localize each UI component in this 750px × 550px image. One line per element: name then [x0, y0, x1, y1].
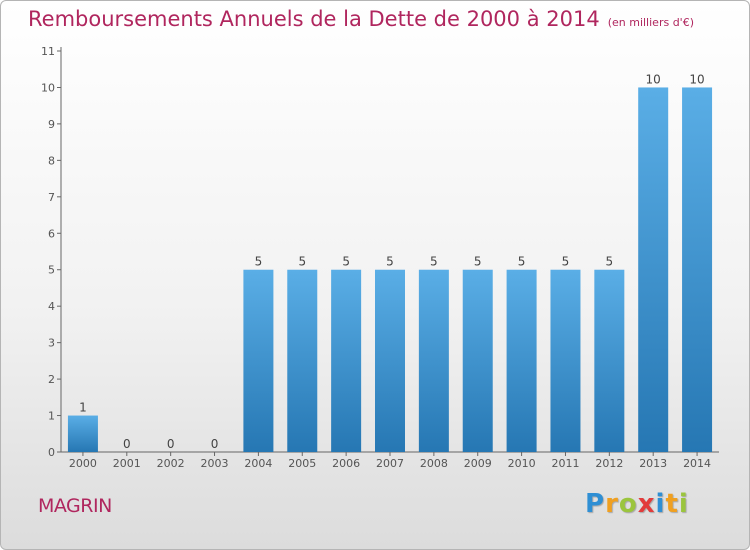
x-tick-label: 2008: [420, 457, 448, 470]
y-tick-label: 6: [48, 227, 55, 240]
bar: [331, 269, 362, 452]
data-label: 0: [123, 437, 131, 451]
data-label: 5: [562, 255, 570, 269]
logo-letter: r: [605, 489, 619, 519]
bar: [462, 269, 493, 452]
bar: [682, 87, 713, 453]
logo-letter: i: [655, 489, 666, 519]
x-tick-label: 2000: [69, 457, 97, 470]
x-tick-label: 2005: [288, 457, 316, 470]
y-tick-label: 5: [48, 264, 55, 277]
logo-letter: P: [585, 489, 606, 519]
bar: [375, 269, 405, 452]
bar: [67, 415, 98, 452]
data-label: 5: [518, 255, 526, 269]
bar: [506, 269, 537, 452]
x-tick-label: 2009: [464, 457, 492, 470]
logo-letter: x: [637, 489, 656, 519]
y-tick-label: 8: [48, 154, 55, 167]
proxiti-logo[interactable]: Proxiti: [585, 489, 689, 519]
logo-letter: i: [678, 489, 689, 519]
data-label: 10: [689, 72, 704, 86]
bar: [418, 269, 449, 452]
y-tick-label: 11: [41, 45, 55, 58]
data-label: 5: [298, 255, 306, 269]
data-label: 1: [79, 401, 87, 415]
bar: [594, 269, 625, 452]
y-tick-label: 10: [41, 81, 55, 94]
data-label: 5: [430, 255, 438, 269]
y-tick-label: 3: [48, 337, 55, 350]
x-tick-label: 2011: [551, 457, 579, 470]
x-tick-label: 2012: [595, 457, 623, 470]
x-tick-label: 2013: [639, 457, 667, 470]
x-tick-label: 2004: [244, 457, 272, 470]
chart-title: Remboursements Annuels de la Dette de 20…: [28, 7, 694, 31]
data-label: 10: [646, 72, 661, 86]
x-tick-label: 2010: [508, 457, 536, 470]
data-label: 5: [474, 255, 482, 269]
x-tick-label: 2014: [683, 457, 711, 470]
y-tick-label: 7: [48, 191, 55, 204]
y-tick-label: 1: [48, 410, 55, 423]
y-tick-label: 2: [48, 373, 55, 386]
data-label: 0: [167, 437, 175, 451]
y-tick-label: 4: [48, 300, 55, 313]
x-tick-label: 2007: [376, 457, 404, 470]
logo-letter: t: [665, 489, 679, 519]
title-text: Remboursements Annuels de la Dette de 20…: [28, 7, 600, 31]
x-tick-label: 2006: [332, 457, 360, 470]
bar: [287, 269, 318, 452]
data-label: 5: [255, 255, 263, 269]
logo-letter: o: [618, 489, 638, 519]
bar: [550, 269, 581, 452]
y-tick-label: 0: [48, 446, 55, 459]
x-tick-label: 2002: [157, 457, 185, 470]
data-label: 5: [386, 255, 394, 269]
x-tick-label: 2003: [201, 457, 229, 470]
data-label: 0: [211, 437, 219, 451]
bar: [638, 87, 669, 453]
data-label: 5: [606, 255, 614, 269]
x-tick-label: 2001: [113, 457, 141, 470]
data-label: 5: [342, 255, 350, 269]
title-unit: (en milliers d'€): [607, 16, 694, 29]
y-tick-label: 9: [48, 118, 55, 131]
commune-name: MAGRIN: [38, 495, 112, 517]
bar: [243, 269, 274, 452]
